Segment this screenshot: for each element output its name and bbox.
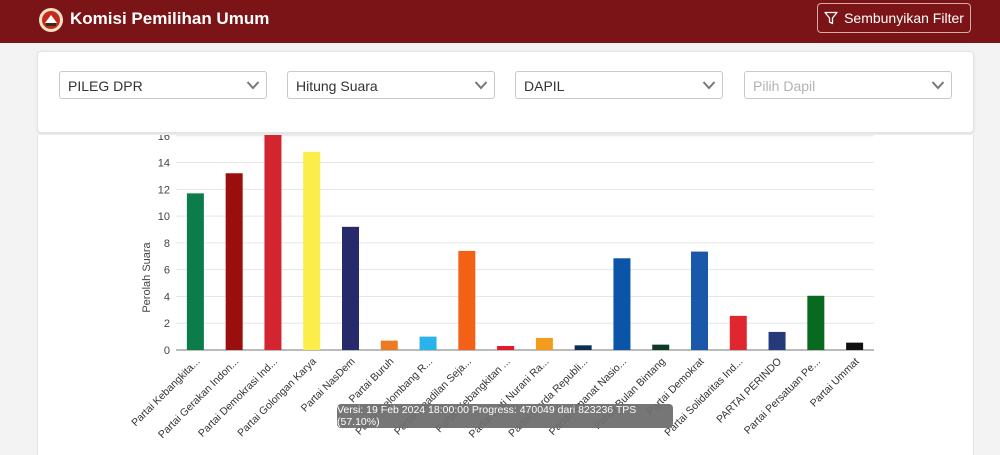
hide-filter-label: Sembunyikan Filter bbox=[844, 10, 964, 26]
bar bbox=[225, 173, 243, 350]
bar bbox=[458, 250, 476, 350]
bar bbox=[303, 151, 321, 350]
x-tick-label: Partai Kebangkita... bbox=[129, 356, 202, 429]
filter-panel: PILEG DPR Hitung Suara DAPIL Pilih Dapil bbox=[37, 51, 974, 133]
bar bbox=[768, 331, 786, 350]
mode-select[interactable]: Hitung Suara bbox=[287, 71, 495, 99]
y-tick-label: 14 bbox=[158, 158, 170, 170]
region-select[interactable]: DAPIL bbox=[515, 71, 723, 99]
region-select-value: DAPIL bbox=[524, 78, 565, 94]
bar bbox=[846, 342, 864, 350]
y-tick-label: 16 bbox=[158, 135, 170, 143]
kpu-logo-icon bbox=[39, 8, 63, 32]
funnel-icon bbox=[824, 11, 838, 25]
hide-filter-button[interactable]: Sembunyikan Filter bbox=[817, 3, 971, 33]
bar bbox=[691, 251, 708, 350]
bar bbox=[729, 315, 747, 350]
bar bbox=[186, 193, 204, 350]
y-tick-label: 2 bbox=[164, 318, 170, 330]
y-axis-label: Perolah Suara bbox=[141, 241, 153, 312]
y-tick-label: 10 bbox=[158, 211, 170, 223]
y-tick-label: 8 bbox=[164, 238, 170, 250]
bar bbox=[652, 344, 670, 350]
x-tick-label: PARTAI PERINDO bbox=[714, 356, 784, 426]
chevron-down-icon bbox=[474, 81, 488, 90]
bar bbox=[807, 295, 825, 350]
bar bbox=[613, 258, 631, 350]
app-title: Komisi Pemilihan Umum bbox=[70, 9, 270, 28]
y-tick-label: 0 bbox=[164, 345, 170, 357]
bar bbox=[419, 336, 437, 350]
chevron-down-icon bbox=[246, 81, 260, 90]
y-tick-label: 6 bbox=[164, 265, 170, 277]
y-tick-label: 4 bbox=[164, 291, 170, 303]
chevron-down-icon bbox=[702, 81, 716, 90]
bar bbox=[574, 345, 592, 350]
bar bbox=[342, 226, 359, 350]
x-tick-label: Partai Persatuan Pe... bbox=[742, 356, 823, 437]
bar bbox=[497, 345, 515, 350]
election-select[interactable]: PILEG DPR bbox=[59, 71, 267, 99]
bar bbox=[264, 135, 282, 351]
dapil-select[interactable]: Pilih Dapil bbox=[744, 71, 952, 99]
progress-tooltip: Versi: 19 Feb 2024 18:00:00 Progress: 47… bbox=[337, 404, 673, 428]
election-select-value: PILEG DPR bbox=[68, 78, 143, 94]
bar bbox=[380, 340, 398, 350]
dapil-select-placeholder: Pilih Dapil bbox=[753, 78, 816, 94]
y-tick-label: 12 bbox=[158, 184, 170, 196]
mode-select-value: Hitung Suara bbox=[296, 78, 378, 94]
top-header: Komisi Pemilihan Umum Sembunyikan Filter bbox=[0, 0, 1000, 43]
bar bbox=[535, 337, 553, 350]
chevron-down-icon bbox=[931, 81, 945, 90]
